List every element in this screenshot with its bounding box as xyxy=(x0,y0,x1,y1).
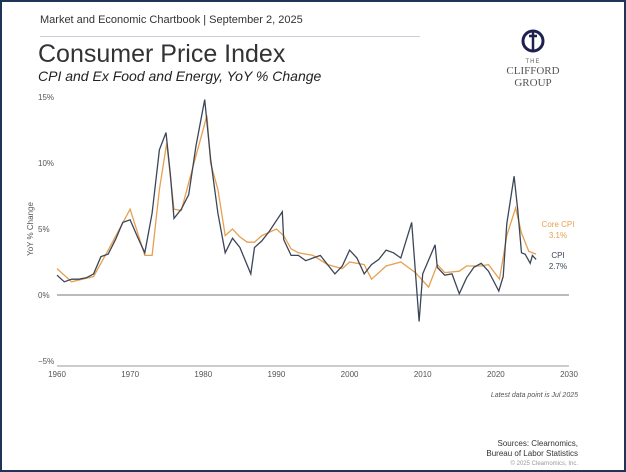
source-line: Bureau of Labor Statistics xyxy=(486,449,578,458)
series-line-cpi xyxy=(56,99,537,322)
x-tick-label: 2030 xyxy=(560,370,578,379)
x-tick-label: 1980 xyxy=(194,370,212,379)
cpi-label: CPI xyxy=(551,251,564,260)
clifford-group-logo: THE CLIFFORD GROUP xyxy=(488,28,578,89)
logo-name: CLIFFORD GROUP xyxy=(506,65,560,89)
copyright: © 2025 Clearnomics, Inc. xyxy=(510,461,578,467)
page-title: Consumer Price Index xyxy=(38,40,286,68)
x-tick-label: 1960 xyxy=(48,370,66,379)
y-axis-label: YoY % Change xyxy=(26,202,35,256)
x-tick-label: 2010 xyxy=(414,370,432,379)
x-tick-label: 2000 xyxy=(341,370,359,379)
core-cpi-value: 3.1% xyxy=(549,231,567,240)
y-tick-label: 0% xyxy=(38,291,50,300)
core-cpi-label: Core CPI xyxy=(542,220,575,229)
y-tick-label: 10% xyxy=(38,159,54,168)
logo-the: THE xyxy=(525,59,541,65)
chartbook-header: Market and Economic Chartbook | Septembe… xyxy=(40,14,303,26)
cpi-chart: 15% 10% 5% 0% −5% 1960 1970 1980 1990 2000 2010 202… xyxy=(26,93,578,379)
page-subtitle: CPI and Ex Food and Energy, YoY % Change xyxy=(38,68,322,84)
y-tick-label: −5% xyxy=(38,357,54,366)
y-tick-label: 15% xyxy=(38,93,54,102)
logo-mark-icon xyxy=(521,29,545,53)
cpi-value: 2.7% xyxy=(549,262,567,271)
x-tick-label: 1990 xyxy=(268,370,286,379)
series-line-core-cpi xyxy=(56,115,537,289)
source-line: Sources: Clearnomics, xyxy=(497,439,578,448)
latest-data-note: Latest data point is Jul 2025 xyxy=(490,392,578,399)
x-tick-label: 1970 xyxy=(121,370,139,379)
y-tick-label: 5% xyxy=(38,225,50,234)
x-tick-label: 2020 xyxy=(487,370,505,379)
header-divider xyxy=(40,36,420,37)
sources: Sources: Clearnomics, Bureau of Labor St… xyxy=(486,439,578,459)
